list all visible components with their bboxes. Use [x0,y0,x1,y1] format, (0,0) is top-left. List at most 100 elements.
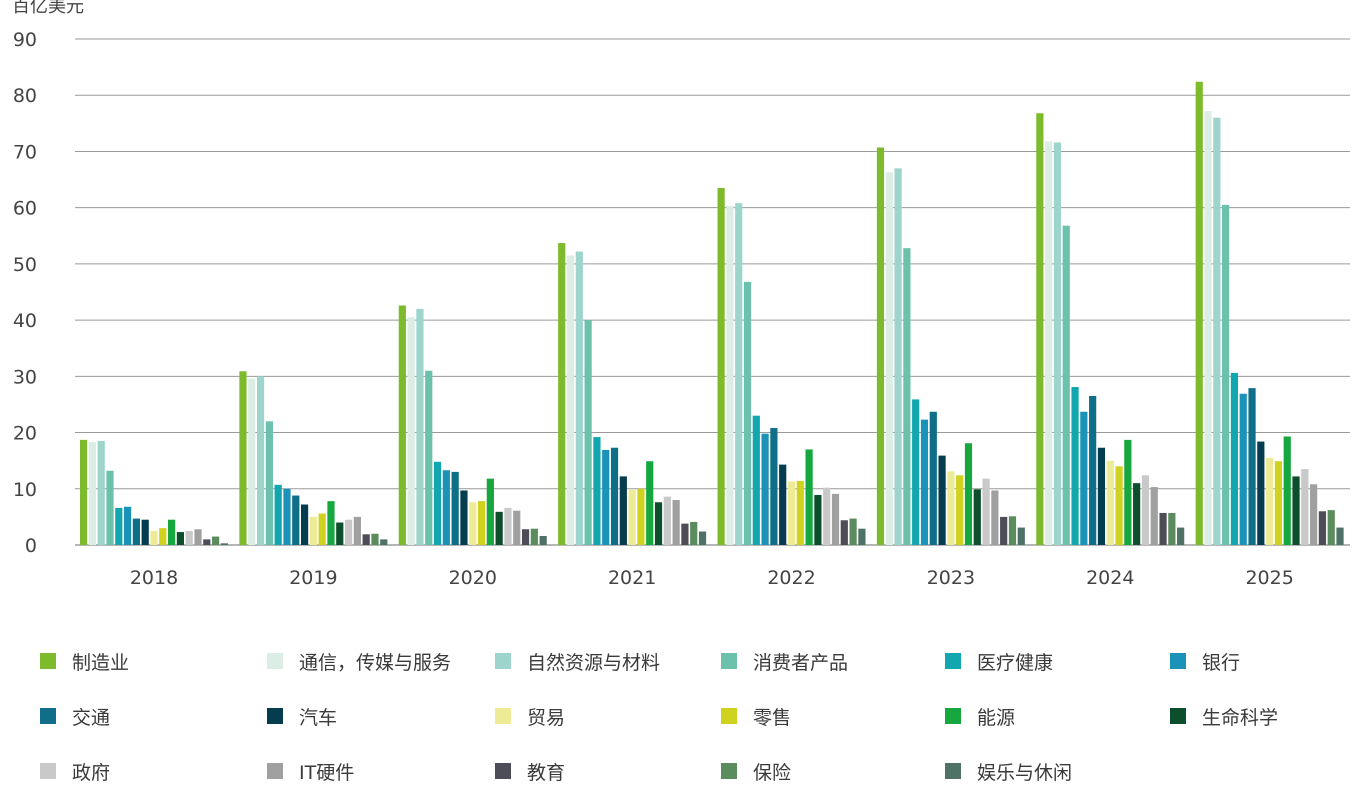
legend-item: 交通 [40,701,110,731]
x-tick-label: 2023 [927,567,975,589]
legend-label: 娱乐与休闲 [977,761,1073,784]
bar-3-6 [610,447,619,545]
bar-1-6 [292,495,300,545]
legend-item: 医疗健康 [945,646,1053,676]
legend-item: 银行 [1170,646,1240,676]
bar-0-0 [80,439,88,545]
legend-item: 制造业 [40,646,129,676]
bar-5-14 [1000,516,1008,545]
bar-7-13 [1310,484,1318,545]
bar-7-15 [1327,510,1335,545]
bar-0-12 [185,530,193,545]
legend-swatch [267,653,283,669]
y-tick-label: 20 [13,423,37,445]
bar-2-1 [407,317,415,545]
legend-swatch [945,653,961,669]
bar-3-3 [584,320,592,545]
bar-0-6 [132,518,140,545]
bar-4-14 [840,520,848,545]
bar-3-14 [681,523,689,545]
bar-6-9 [1115,466,1123,545]
bar-6-13 [1150,487,1158,545]
bar-6-10 [1124,439,1132,545]
legend-swatch [945,708,961,724]
legend-label: 汽车 [299,706,338,729]
bar-1-2 [256,376,265,545]
legend-swatch [945,763,961,779]
bar-6-6 [1089,396,1097,545]
legend-item: 生命科学 [1170,701,1278,731]
bar-0-7 [141,519,149,545]
bar-2-11 [495,511,503,545]
y-tick-label: 70 [13,141,37,163]
x-tick-label: 2021 [608,567,656,589]
bar-4-2 [735,203,743,545]
bar-1-3 [265,421,273,545]
bar-4-1 [726,205,734,546]
bar-3-4 [593,437,601,545]
bar-0-16 [220,543,228,545]
legend-label: 交通 [72,706,111,729]
bar-0-8 [150,530,158,545]
bar-5-10 [964,443,973,545]
bar-1-9 [318,513,326,545]
bar-6-16 [1177,527,1185,545]
y-tick-label: 50 [13,254,37,276]
bar-5-8 [947,471,955,545]
x-tick-label: 2025 [1245,567,1293,589]
bar-2-8 [469,502,477,545]
y-tick-label: 40 [13,310,37,332]
legend-item: 教育 [495,756,565,786]
y-tick-label: 60 [13,198,37,220]
legend-label: 医疗健康 [977,651,1054,674]
bar-7-2 [1213,117,1221,545]
legend-item: 保险 [721,756,791,786]
bar-5-16 [1017,527,1025,545]
bar-4-5 [761,433,769,545]
bar-3-15 [690,521,698,545]
bar-6-2 [1053,142,1062,545]
bar-1-11 [336,522,344,545]
legend-label: IT硬件 [299,761,355,784]
legend-swatch [495,708,511,724]
bar-1-5 [283,488,291,545]
bar-2-13 [513,510,521,545]
bar-3-9 [637,488,645,545]
bar-3-5 [602,449,610,545]
legend-swatch [495,763,511,779]
legend-item: 消费者产品 [721,646,848,676]
legend-label: 保险 [753,761,792,784]
legend-label: 贸易 [527,706,566,729]
bar-0-13 [194,529,202,545]
legend-item: 汽车 [267,701,337,731]
bar-7-9 [1274,461,1283,545]
bar-7-12 [1301,469,1309,545]
y-axis-unit-label: 百亿美元 [12,0,84,17]
legend-swatch [1170,653,1186,669]
bar-4-10 [805,449,813,545]
legend-label: 制造业 [72,651,130,674]
bar-4-7 [779,464,787,545]
bar-0-10 [168,519,176,545]
bar-6-5 [1080,411,1088,545]
bar-3-12 [663,496,671,545]
bar-5-1 [885,172,893,545]
bar-6-11 [1133,483,1141,545]
bar-6-8 [1106,460,1114,545]
y-tick-label: 90 [13,29,37,51]
bar-6-12 [1141,475,1150,545]
bar-4-4 [752,415,760,545]
legend-swatch [267,708,283,724]
bar-0-14 [203,539,211,545]
bar-1-8 [309,516,317,545]
bar-2-7 [460,490,468,545]
bar-7-11 [1292,476,1300,545]
bar-5-6 [929,411,937,545]
bar-7-14 [1318,511,1327,545]
bar-0-5 [124,506,132,545]
bar-2-16 [539,536,547,545]
bar-3-0 [558,243,566,545]
bar-6-7 [1097,447,1106,545]
bar-2-5 [442,470,450,545]
bar-1-13 [353,516,361,545]
